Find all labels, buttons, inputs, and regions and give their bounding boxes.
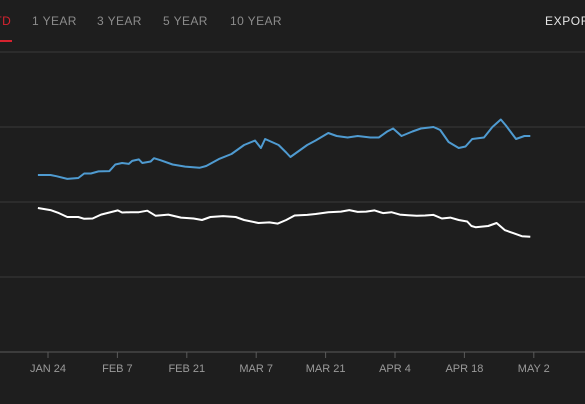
x-tick-label: APR 4: [379, 363, 411, 375]
x-tick-label: APR 18: [445, 363, 483, 375]
x-tick-label: MAR 21: [306, 363, 346, 375]
x-tick-label: JAN 24: [30, 363, 66, 375]
x-tick-label: MAY 2: [518, 363, 550, 375]
tab-3-year[interactable]: 3 YEAR: [97, 14, 142, 28]
export-button[interactable]: EXPORT: [545, 14, 585, 28]
x-tick-label: FEB 7: [102, 363, 133, 375]
tab-10-year[interactable]: 10 YEAR: [230, 14, 282, 28]
tab-ytd[interactable]: YTD: [0, 14, 12, 28]
x-tick-label: MAR 7: [239, 363, 273, 375]
range-tabs: YTD 1 YEAR 3 YEAR 5 YEAR 10 YEAR EXPORT: [0, 0, 585, 44]
series-line-1: [37, 118, 531, 180]
tab-1-year[interactable]: 1 YEAR: [32, 14, 77, 28]
x-tick-label: FEB 21: [168, 363, 205, 375]
tab-5-year[interactable]: 5 YEAR: [163, 14, 208, 28]
series-line-2: [37, 207, 531, 238]
active-tab-underline: [0, 40, 12, 42]
